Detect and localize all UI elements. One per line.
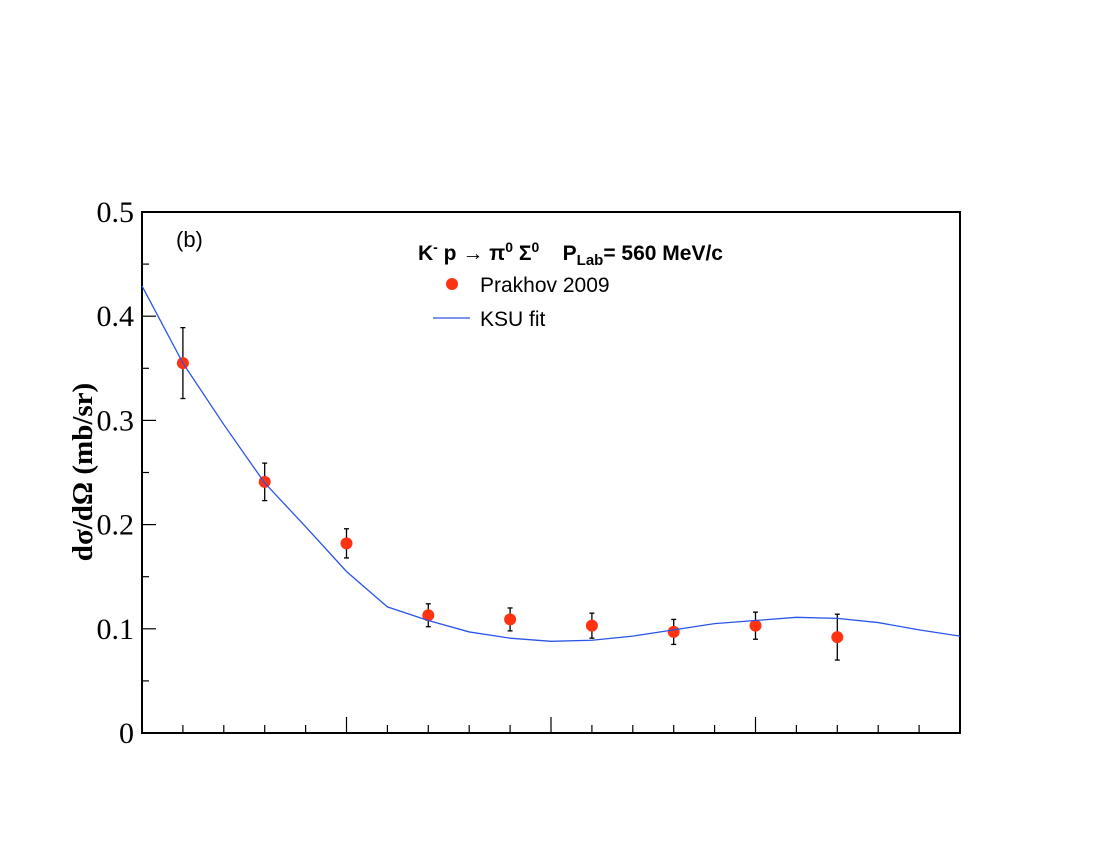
title-text: K — [418, 242, 433, 265]
y-axis-label: dσ/dΩ (mb/sr) — [67, 383, 99, 561]
y-tick-label: 0.3 — [97, 404, 135, 437]
title-superscript: - — [433, 239, 438, 255]
title-subscript: Lab — [577, 252, 604, 269]
legend-label: KSU fit — [480, 308, 546, 331]
data-point — [422, 609, 435, 622]
title-text: Σ — [513, 242, 531, 265]
title-text: p → π — [438, 242, 505, 265]
y-tick-label: 0 — [119, 717, 134, 750]
title-text: P — [539, 242, 576, 265]
title-superscript: 0 — [505, 239, 513, 255]
legend-label: Prakhov 2009 — [480, 274, 610, 297]
data-point — [831, 631, 844, 644]
fit-line — [141, 285, 961, 642]
y-tick-label: 0.4 — [97, 300, 135, 333]
y-tick-label: 0.2 — [97, 509, 135, 542]
title-text: = 560 MeV/c — [603, 242, 723, 265]
panel-annotation: (b) — [176, 227, 203, 252]
y-tick-label: 0.1 — [97, 613, 135, 646]
data-point — [749, 619, 762, 632]
legend-marker — [446, 278, 458, 290]
title-superscript: 0 — [532, 239, 540, 255]
data-point — [504, 613, 517, 626]
chart-title: K- p → π0 Σ0 PLab= 560 MeV/c — [418, 239, 723, 268]
data-point — [667, 625, 680, 638]
data-point — [340, 537, 353, 550]
y-tick-label: 0.5 — [97, 196, 135, 229]
data-point — [585, 619, 598, 632]
